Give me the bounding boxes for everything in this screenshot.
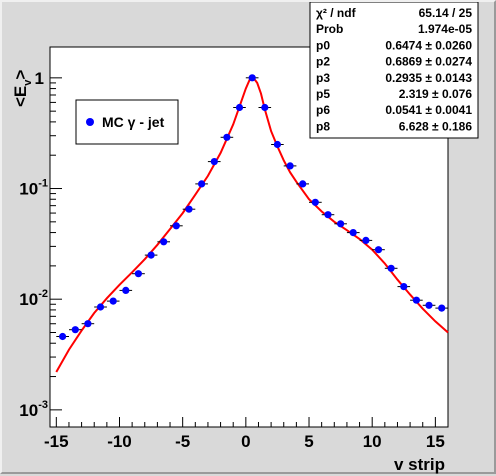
data-point (438, 304, 446, 312)
data-point (109, 297, 117, 305)
data-point (147, 251, 155, 259)
x-tick-label: -5 (175, 432, 190, 451)
data-point (198, 180, 206, 188)
y-tick-label: 1 (35, 69, 44, 88)
data-point (337, 220, 345, 228)
stats-rows: χ² / ndf 65.14 / 25 Prob 1.974e-05 p0 0.6474 … (316, 6, 472, 133)
stats-value: 0.0541 ± 0.0041 (385, 103, 472, 117)
stats-label: p0 (316, 38, 330, 52)
x-tick-label: 10 (363, 432, 382, 451)
legend: MC γ - jet (75, 99, 179, 145)
stats-value: 2.319 ± 0.076 (399, 87, 473, 101)
axes: -15 -10 -5 0 5 10 15 1 10-1 10-2 10-3 (19, 69, 449, 451)
data-point (134, 270, 142, 278)
y-axis-title: <Ev> (11, 70, 34, 107)
y-tick-label: 10-1 (19, 178, 48, 199)
y-axis-title-sub: v (22, 79, 34, 86)
data-point (286, 162, 294, 170)
stats-label: p8 (316, 119, 330, 133)
data-point (349, 229, 357, 237)
data-point (160, 238, 168, 246)
legend-label: MC γ - jet (102, 114, 165, 130)
y-axis-title-main: <E (11, 86, 30, 107)
stats-label: Prob (316, 22, 343, 36)
y-axis-title-close: > (11, 70, 30, 80)
stats-value: 0.2935 ± 0.0143 (385, 71, 472, 85)
data-point (412, 296, 420, 304)
data-point (223, 133, 231, 141)
data-point (172, 222, 180, 230)
stats-label: χ² / ndf (316, 6, 357, 20)
data-point (235, 103, 244, 112)
x-tick-label: 0 (241, 432, 250, 451)
x-tick-label: -10 (107, 432, 132, 451)
data-point (210, 158, 218, 166)
data-point (362, 236, 370, 244)
stats-value: 1.974e-05 (418, 22, 472, 36)
stats-box-frame (309, 2, 479, 139)
stats-label: p6 (316, 103, 330, 117)
x-tick-label: -15 (44, 432, 69, 451)
data-point (374, 246, 383, 254)
data-point (425, 301, 433, 309)
stats-label: p5 (316, 87, 330, 101)
data-point (261, 103, 269, 112)
stats-value: 65.14 / 25 (419, 6, 473, 20)
data-point (96, 303, 105, 311)
stats-value: 0.6869 ± 0.0274 (385, 55, 472, 69)
stats-box: χ² / ndf 65.14 / 25 Prob 1.974e-05 p0 0.6474 … (309, 2, 479, 139)
data-point (400, 283, 408, 291)
x-tick-label: 15 (426, 432, 445, 451)
chart-marks (55, 74, 449, 373)
y-tick-label: 10-2 (19, 288, 48, 309)
data-point (84, 320, 92, 328)
stats-label: p3 (316, 71, 330, 85)
fit-curve (55, 76, 449, 373)
data-point (387, 264, 395, 272)
x-axis-title: v strip (394, 455, 445, 474)
data-point (71, 326, 79, 334)
data-point (122, 286, 130, 294)
data-point (324, 211, 332, 219)
stats-value: 6.628 ± 0.186 (399, 119, 473, 133)
legend-marker (86, 118, 94, 126)
data-point (299, 180, 307, 188)
data-point (248, 74, 256, 82)
data-point (311, 198, 319, 206)
data-point (59, 332, 67, 341)
data-point (185, 205, 193, 213)
y-tick-label: 10-3 (19, 399, 48, 420)
stats-label: p2 (316, 55, 330, 69)
x-tick-label: 5 (304, 432, 313, 451)
stats-value: 0.6474 ± 0.0260 (385, 38, 472, 52)
data-point (273, 140, 281, 149)
